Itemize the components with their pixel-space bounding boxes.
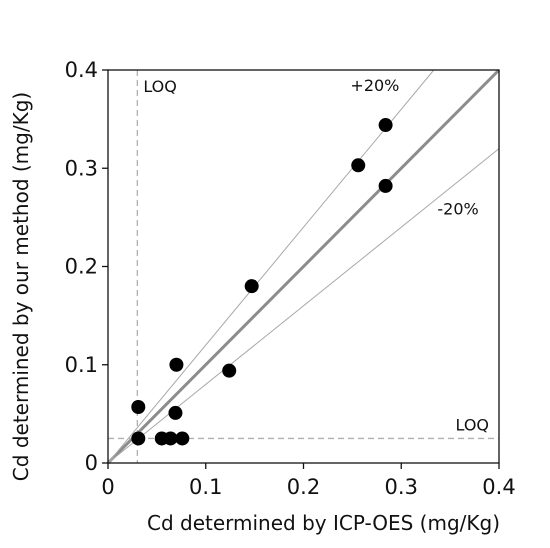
x-tick-label: 0.2 [287, 475, 320, 499]
identity-line [106, 68, 501, 465]
minus-20-percent-label: -20% [437, 199, 478, 218]
plus-20-percent-label: +20% [350, 76, 399, 95]
data-point [169, 357, 184, 372]
data-point [163, 431, 178, 446]
x-axis-title: Cd determined by ICP-OES (mg/Kg) [147, 511, 500, 535]
data-point [175, 431, 190, 446]
y-tick-label: 0.1 [65, 353, 98, 377]
data-point [222, 363, 237, 378]
x-tick-label: 0 [101, 475, 114, 499]
x-tick-label: 0.4 [482, 475, 515, 499]
minus-20-percent-line [107, 148, 500, 464]
data-point [131, 431, 146, 446]
data-point [351, 158, 366, 173]
data-point [244, 279, 259, 294]
y-tick-label: 0.2 [65, 255, 98, 279]
loq-horizontal-label: LOQ [455, 415, 489, 434]
plus-20-percent-line [107, 69, 435, 464]
data-point [131, 399, 146, 414]
x-tick-label: 0.3 [385, 475, 418, 499]
data-point [378, 118, 393, 133]
x-tick-label: 0.1 [189, 475, 222, 499]
y-tick-label: 0.4 [65, 58, 98, 82]
data-point [378, 178, 393, 193]
y-axis-title: Cd determined by our method (mg/Kg) [9, 92, 33, 481]
loq-vertical-label: LOQ [143, 77, 177, 96]
y-tick-label: 0.3 [65, 156, 98, 180]
y-tick-label: 0 [85, 451, 98, 475]
data-point [168, 405, 183, 420]
